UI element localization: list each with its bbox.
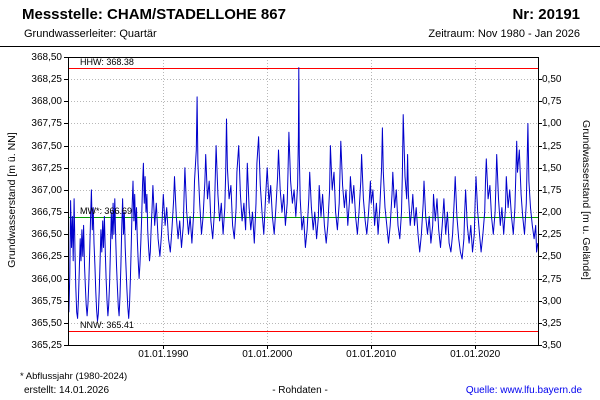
y-axis-tick-label-left: 368,00 bbox=[31, 96, 62, 108]
y-axis-tick-label-right: 1,50 bbox=[542, 162, 562, 174]
y-axis-tick-label-left: 366,25 bbox=[31, 251, 62, 263]
y-axis-tick-label-right: 3,00 bbox=[542, 295, 562, 307]
source-link[interactable]: Quelle: www.lfu.bayern.de bbox=[465, 385, 582, 396]
y-axis-tick-label-right: 0,75 bbox=[542, 96, 562, 108]
y-axis-tick-label-left: 366,75 bbox=[31, 207, 62, 219]
hhw-label: HHW: 368.38 bbox=[80, 56, 134, 67]
y-axis-tick-label-left: 365,25 bbox=[31, 340, 62, 351]
x-axis-tick-label: 01.01.2000 bbox=[242, 349, 293, 360]
y-axis-tick-label-right: 2,25 bbox=[542, 229, 562, 241]
y-axis-tick-label-right: 2,00 bbox=[542, 207, 562, 219]
x-axis-tick-label: 01.01.1990 bbox=[138, 349, 189, 360]
y-axis-tick-label-right: 2,75 bbox=[542, 273, 562, 285]
y-axis-title-left: Grundwasserstand [m ü. NN] bbox=[6, 132, 18, 268]
y-axis-tick-label-left: 365,75 bbox=[31, 295, 62, 307]
y-axis-tick-label-left: 368,25 bbox=[31, 74, 62, 86]
y-axis-tick-label-left: 368,50 bbox=[31, 52, 62, 63]
y-axis-tick-label-right: 1,00 bbox=[542, 118, 562, 130]
y-axis-tick-label-right: 3,25 bbox=[542, 317, 562, 329]
y-axis-tick-label-left: 366,00 bbox=[31, 273, 62, 285]
y-axis-tick-label-right: 1,75 bbox=[542, 184, 562, 196]
station-number: Nr: 20191 bbox=[512, 6, 580, 23]
y-axis-tick-label-right: 2,50 bbox=[542, 251, 562, 263]
y-axis-tick-label-left: 367,00 bbox=[31, 184, 62, 196]
x-axis-tick-label: 01.01.2010 bbox=[346, 349, 397, 360]
y-axis-tick-label-right: 1,25 bbox=[542, 140, 562, 152]
aquifer-label: Grundwasserleiter: Quartär bbox=[24, 28, 157, 40]
rohdaten-label: - Rohdaten - bbox=[272, 385, 328, 396]
y-axis-tick-label-right: 3,50 bbox=[542, 340, 562, 351]
page-title: Messstelle: CHAM/STADELLOHE 867 bbox=[22, 6, 286, 23]
nnw-label: NNW: 365.41 bbox=[80, 319, 134, 330]
plot-frame bbox=[68, 57, 539, 346]
y-axis-tick-label-left: 366,50 bbox=[31, 229, 62, 241]
y-axis-title-right: Grundwasserstand [m u. Gelände] bbox=[580, 120, 592, 280]
y-axis-tick-label-left: 367,50 bbox=[31, 140, 62, 152]
y-axis-tick-label-left: 367,75 bbox=[31, 118, 62, 130]
footnote-abflussjahr: * Abflussjahr (1980-2024) bbox=[20, 371, 128, 382]
x-axis-tick-label: 01.01.2020 bbox=[450, 349, 501, 360]
groundwater-series-line bbox=[68, 67, 539, 322]
header-divider bbox=[0, 46, 600, 47]
period-label: Zeitraum: Nov 1980 - Jan 2026 bbox=[428, 28, 580, 40]
y-axis-tick-label-left: 367,25 bbox=[31, 162, 62, 174]
y-axis-tick-label-right: 0,50 bbox=[542, 74, 562, 86]
mw-label: MW*: 366.69 bbox=[80, 206, 133, 217]
created-date-label: erstellt: 14.01.2026 bbox=[24, 385, 110, 396]
y-axis-tick-label-left: 365,50 bbox=[31, 317, 62, 329]
